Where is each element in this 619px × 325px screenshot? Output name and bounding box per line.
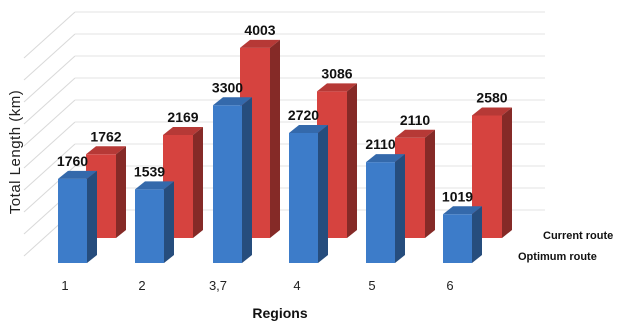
series-optimum-route — [58, 97, 482, 263]
bar-optimum-route-top — [213, 97, 252, 106]
data-label-current-route: 3086 — [321, 65, 352, 81]
bar-current-route-top — [163, 126, 203, 135]
bar-optimum-route — [443, 206, 482, 263]
data-label-optimum-route: 2720 — [288, 107, 319, 123]
data-label-optimum-route: 3300 — [212, 79, 243, 95]
bar-optimum-route-side — [318, 124, 328, 263]
bar-current-route-top — [240, 39, 280, 48]
bar-current-route-top — [395, 129, 435, 138]
x-tick-label: 1 — [61, 278, 68, 293]
bar-current-route-top — [317, 83, 357, 92]
bar-optimum-route-side — [242, 97, 252, 263]
gridline-diagonal — [23, 143, 76, 191]
x-tick-label: 6 — [446, 278, 453, 293]
data-label-optimum-route: 2110 — [365, 136, 396, 152]
bar-optimum-route-face — [366, 162, 395, 263]
x-tick-label: 2 — [138, 278, 145, 293]
y-axis-title: Total Length (km) — [7, 90, 24, 214]
bar-optimum-route-side — [472, 206, 482, 263]
data-label-optimum-route: 1539 — [134, 163, 165, 179]
data-labels: 1762 2169 4003 3086 2110 2580 1760 1539 3300 2720… — [57, 22, 508, 204]
bar-optimum-route-face — [58, 178, 87, 263]
legend-current-route: Current route — [543, 230, 613, 242]
data-label-optimum-route: 1019 — [442, 188, 473, 204]
bar-optimum-route-top — [443, 206, 482, 215]
bar-current-route-top — [472, 107, 512, 116]
bar-current-route-side — [116, 146, 126, 238]
bar-optimum-route — [366, 154, 405, 263]
x-tick-label: 5 — [368, 278, 375, 293]
bar-optimum-route — [135, 181, 174, 263]
data-label-optimum-route: 1760 — [57, 153, 88, 169]
bar-optimum-route-side — [87, 170, 97, 263]
bar-optimum-route-face — [135, 189, 164, 263]
x-tick-labels: 1 2 3,7 4 5 6 — [61, 278, 453, 293]
data-label-current-route: 2110 — [400, 112, 431, 128]
bar-current-route — [472, 107, 512, 238]
bar-current-route-side — [193, 126, 203, 238]
data-label-current-route: 2169 — [167, 109, 198, 125]
bar-optimum-route-top — [135, 181, 174, 190]
data-label-current-route: 2580 — [476, 89, 507, 105]
gridline-diagonal — [23, 11, 76, 59]
bar-optimum-route — [213, 97, 252, 263]
bar-current-route-side — [502, 107, 512, 238]
bar-optimum-route-face — [213, 105, 242, 263]
x-tick-label: 3,7 — [209, 278, 227, 293]
gridline-diagonal — [23, 33, 76, 81]
x-axis-title: Regions — [252, 305, 307, 321]
bar-optimum-route-face — [443, 214, 472, 263]
bar-current-route-side — [270, 39, 280, 238]
bar-optimum-route — [289, 124, 328, 263]
bar-optimum-route-top — [366, 154, 405, 163]
legend-optimum-route: Optimum route — [518, 251, 597, 263]
bar-current-route-side — [425, 129, 435, 238]
bar-current-route-side — [347, 83, 357, 238]
gridline-diagonal — [23, 77, 76, 125]
gridline-diagonal — [23, 99, 76, 147]
bar-optimum-route-face — [289, 132, 318, 263]
bar-optimum-route-top — [58, 170, 97, 179]
gridline-diagonal — [23, 121, 76, 169]
bar-optimum-route-side — [395, 154, 405, 263]
bar-optimum-route-top — [289, 124, 328, 133]
bar-current-route-top — [86, 146, 126, 155]
data-label-current-route: 4003 — [244, 22, 275, 38]
gridline-diagonal — [23, 55, 76, 103]
x-tick-label: 4 — [293, 278, 300, 293]
bar-optimum-route-side — [164, 181, 174, 263]
series-current-route — [86, 39, 512, 238]
bar-optimum-route — [58, 170, 97, 263]
data-label-current-route: 1762 — [90, 128, 121, 144]
